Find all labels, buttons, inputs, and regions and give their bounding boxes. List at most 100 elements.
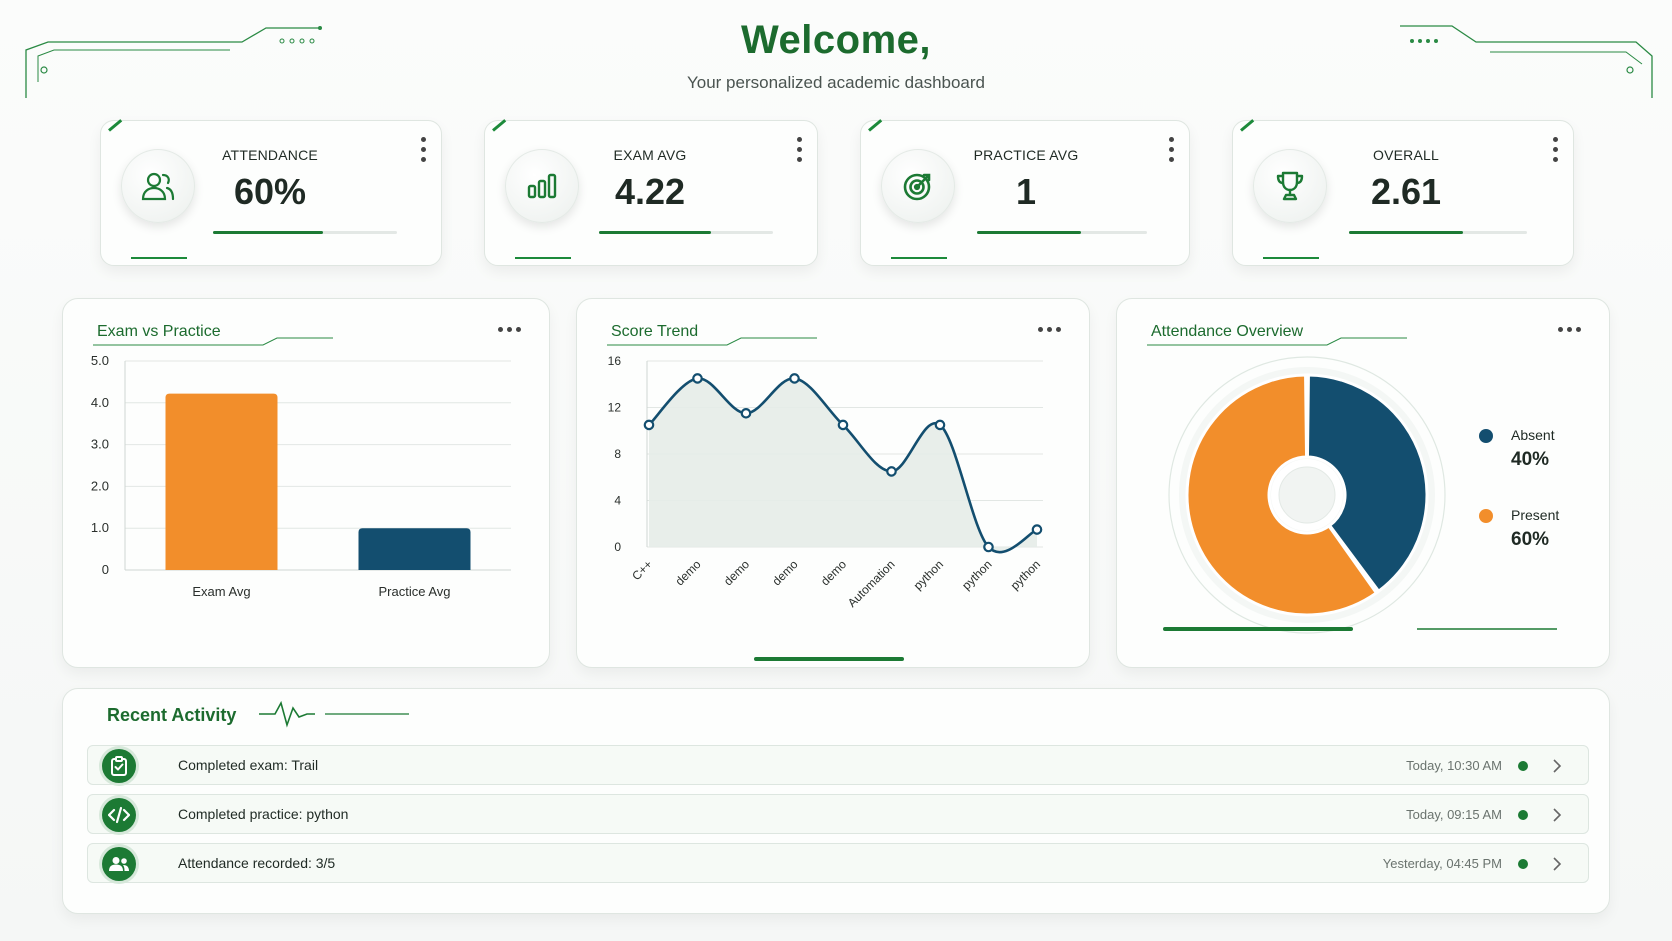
clipboard-check-icon [102, 749, 136, 783]
progress-bar [977, 231, 1147, 234]
card-bottom-accent [131, 257, 187, 259]
activity-text: Completed exam: Trail [178, 757, 319, 773]
legend-value: 60% [1511, 529, 1550, 550]
progress-fill [1349, 231, 1463, 234]
activity-title: Recent Activity [107, 705, 237, 725]
more-options-button[interactable] [1038, 327, 1061, 332]
card-bottom-accent [515, 257, 571, 259]
trophy-icon [1253, 149, 1327, 223]
more-options-button[interactable] [421, 137, 427, 162]
status-dot [1518, 761, 1528, 771]
card-bottom-accent [1263, 257, 1319, 259]
pulse-icon [259, 700, 409, 728]
title-underline-decoration [93, 337, 333, 346]
stat-label: PRACTICE AVG [973, 147, 1079, 163]
data-point [837, 419, 849, 431]
stat-card-attendance[interactable]: ATTENDANCE 60% [100, 119, 442, 266]
legend-swatch [1479, 509, 1493, 523]
card-bottom-accent [891, 257, 947, 259]
page-subtitle: Your personalized academic dashboard [686, 73, 985, 92]
more-options-button[interactable] [1169, 137, 1175, 162]
y-tick-label: 12 [608, 401, 622, 415]
stat-value: 4.22 [614, 171, 686, 212]
stat-card-practice-avg[interactable]: PRACTICE AVG 1 [860, 119, 1190, 266]
data-point [740, 408, 752, 419]
donut-center [1278, 466, 1336, 524]
chevron-right-icon[interactable] [1550, 855, 1564, 873]
chevron-right-icon[interactable] [1550, 757, 1564, 775]
chevron-right-icon[interactable] [1550, 806, 1564, 824]
progress-bar [599, 231, 773, 234]
attendance-overview-panel: Attendance Overview Absent 40% Present 6… [1116, 298, 1610, 668]
y-tick-label: 16 [608, 354, 622, 368]
data-point [1031, 524, 1043, 535]
exam-vs-practice-chart: 0 1.0 2.0 3.0 4.0 5.0 Exam Avg Practice Avg [91, 353, 511, 599]
progress-fill [213, 231, 323, 234]
bar [165, 393, 278, 570]
activity-text: Attendance recorded: 3/5 [178, 855, 336, 871]
y-tick-label: 5.0 [91, 353, 109, 368]
data-point [692, 373, 703, 384]
circuit-decoration-left [25, 26, 322, 98]
x-tick-label: python [911, 557, 946, 592]
stat-label: EXAM AVG [613, 147, 687, 163]
x-tick-label: demo [769, 557, 800, 588]
stat-label: ATTENDANCE [222, 147, 318, 163]
activity-time: Today, 10:30 AM [1406, 758, 1502, 773]
series-line [648, 377, 1038, 554]
panel-title: Score Trend [611, 323, 699, 340]
legend-swatch [1479, 429, 1493, 443]
activity-time: Yesterday, 04:45 PM [1382, 856, 1502, 871]
y-tick-label: 4 [614, 494, 621, 508]
y-tick-label: 0 [614, 540, 621, 554]
legend-label: Absent [1511, 427, 1555, 443]
activity-row[interactable]: Attendance recorded: 3/5 Yesterday, 04:4… [87, 843, 1589, 883]
data-point [886, 466, 897, 477]
activity-row[interactable]: Completed practice: python Today, 09:15 … [87, 794, 1589, 834]
x-tick-label: demo [672, 557, 703, 588]
more-options-button[interactable] [797, 137, 803, 162]
panel-title: Attendance Overview [1151, 323, 1304, 340]
code-icon [102, 798, 136, 832]
stat-value: 2.61 [1370, 171, 1442, 212]
x-tick-label: Automation [845, 557, 898, 610]
card-corner-accent [1240, 119, 1255, 132]
more-options-button[interactable] [1553, 137, 1559, 162]
x-tick-label: demo [818, 557, 849, 588]
status-dot [1518, 810, 1528, 820]
users-icon [102, 847, 136, 881]
page-title: Welcome, [741, 18, 931, 62]
more-options-button[interactable] [1558, 327, 1581, 332]
exam-vs-practice-panel: 0 1.0 2.0 3.0 4.0 5.0 Exam Avg Practice Avg Exa… [62, 298, 550, 668]
recent-activity-panel: Recent Activity Completed exam: Trail To… [62, 688, 1610, 914]
card-corner-accent [492, 119, 507, 132]
page-header: Welcome, Your personalized academic dash… [0, 18, 1672, 93]
y-tick-label: 3.0 [91, 437, 109, 452]
decorative-ring [1168, 356, 1446, 634]
stat-card-exam-avg[interactable]: EXAM AVG 4.22 [484, 119, 818, 266]
title-underline-decoration [1147, 337, 1407, 346]
activity-row[interactable]: Completed exam: Trail Today, 10:30 AM [87, 745, 1589, 785]
card-corner-accent [868, 119, 883, 132]
stat-card-overall[interactable]: OVERALL 2.61 [1232, 119, 1574, 266]
x-tick-label: Practice Avg [378, 584, 450, 599]
legend-value: 40% [1511, 449, 1550, 470]
stat-value: 1 [1015, 171, 1037, 212]
y-tick-label: 2.0 [91, 478, 109, 493]
panel-title: Exam vs Practice [97, 323, 221, 340]
progress-bar [213, 231, 397, 234]
stat-value: 60% [233, 171, 307, 212]
data-point [934, 419, 946, 431]
area-fill [649, 378, 1037, 553]
card-corner-accent [108, 119, 123, 132]
activity-text: Completed practice: python [178, 806, 349, 822]
more-options-button[interactable] [498, 327, 521, 332]
panel-accent-bar [1163, 627, 1353, 631]
pie-slice [1185, 373, 1379, 617]
x-tick-label: Exam Avg [192, 584, 250, 599]
status-dot [1518, 859, 1528, 869]
x-tick-label: python [1008, 557, 1043, 592]
title-underline-decoration [607, 337, 817, 346]
